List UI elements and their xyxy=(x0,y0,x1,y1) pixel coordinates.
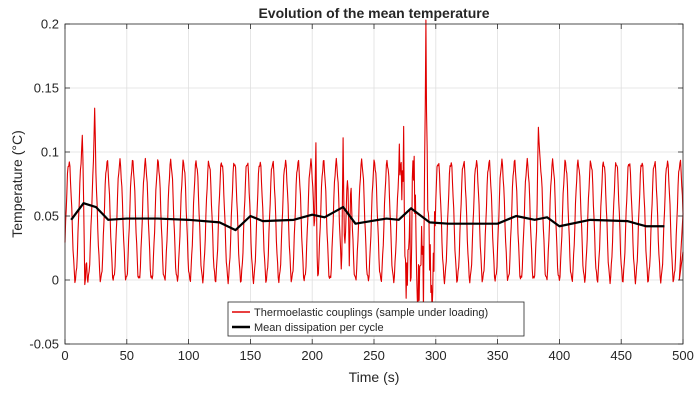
x-tick-label: 50 xyxy=(120,348,134,363)
x-tick-label: 500 xyxy=(672,348,694,363)
y-tick-label: 0.2 xyxy=(41,17,59,32)
series-line-thermoelastic xyxy=(64,19,684,313)
x-tick-label: 400 xyxy=(549,348,571,363)
x-tick-label: 450 xyxy=(610,348,632,363)
legend-label-thermoelastic: Thermoelastic couplings (sample under lo… xyxy=(254,307,488,319)
legend-box xyxy=(227,301,525,337)
y-tick-label: 0.05 xyxy=(34,209,59,224)
x-tick-label: 250 xyxy=(363,348,385,363)
x-tick-label: 0 xyxy=(61,348,68,363)
y-tick-label: 0.15 xyxy=(34,81,59,96)
x-tick-label: 350 xyxy=(487,348,509,363)
x-tick-label: 200 xyxy=(301,348,323,363)
x-tick-label: 300 xyxy=(425,348,447,363)
series-line-mean-dissipation xyxy=(70,202,665,232)
y-tick-label: 0.1 xyxy=(41,145,59,160)
y-tick-label: -0.05 xyxy=(29,337,59,352)
x-axis-title: Time (s) xyxy=(349,369,400,385)
x-tick-label: 100 xyxy=(178,348,200,363)
legend-label-mean-dissipation: Mean dissipation per cycle xyxy=(254,322,384,334)
x-tick-label: 150 xyxy=(240,348,262,363)
y-tick-label: 0 xyxy=(52,273,59,288)
legend: Thermoelastic couplings (sample under lo… xyxy=(227,301,525,337)
chart-title: Evolution of the mean temperature xyxy=(258,5,489,21)
series-layer xyxy=(64,19,684,313)
tick-layer: 0 50 100 150 200 250 300 350 400 450 500-0.0500.05… xyxy=(29,17,693,364)
y-axis-title: Temperature (°C) xyxy=(9,130,25,238)
